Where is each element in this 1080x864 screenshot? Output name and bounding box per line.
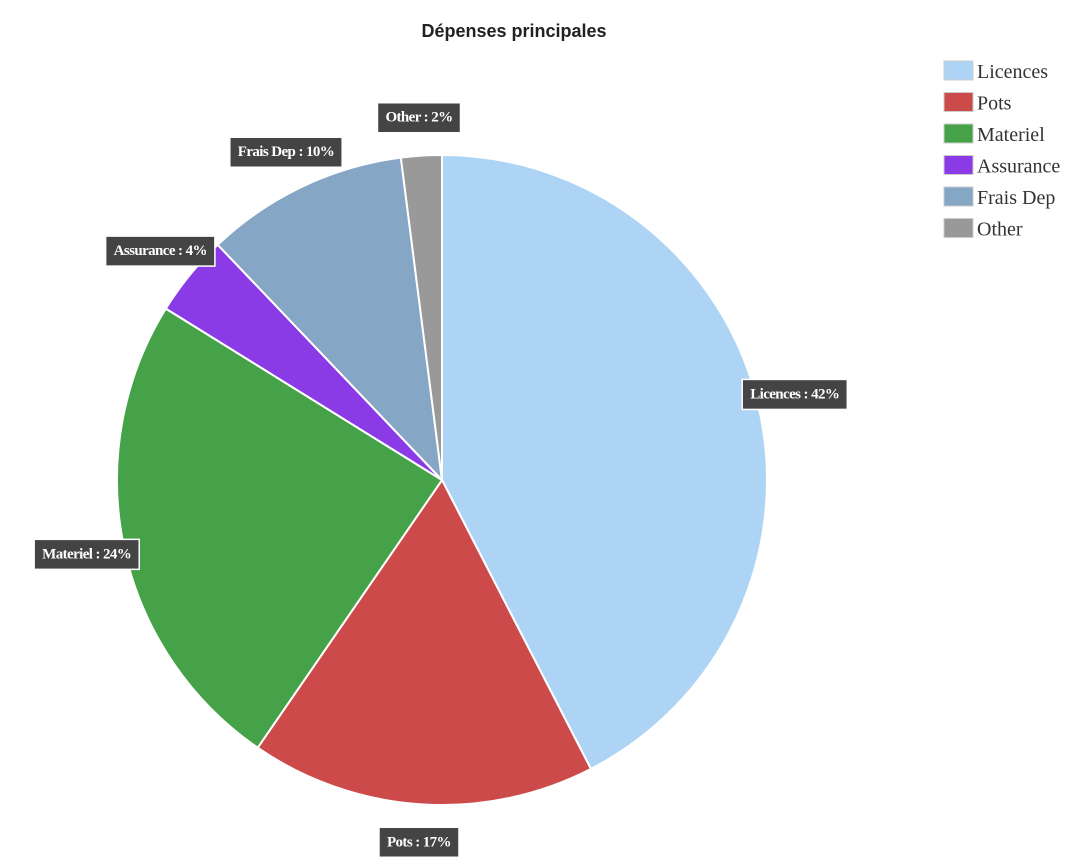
- legend-swatch: [943, 60, 974, 81]
- pie-label-text: Assurance : 4%: [114, 243, 207, 259]
- legend-item-pots[interactable]: Pots: [943, 92, 1012, 115]
- chart-title: Dépenses principales: [421, 21, 606, 41]
- pie-label-materiel: Materiel : 24%: [33, 538, 140, 571]
- pie-label-other: Other : 2%: [376, 101, 462, 134]
- pie-slice-pots[interactable]: [256, 478, 593, 806]
- pie-label-box: [378, 826, 460, 859]
- pie-label-text: Licences : 42%: [750, 386, 839, 402]
- legend-swatch: [943, 92, 974, 112]
- legend-label: Materiel: [977, 124, 1045, 146]
- pie-slice-other[interactable]: [399, 153, 443, 481]
- legend-label: Assurance: [977, 156, 1060, 178]
- legend-item-assurance[interactable]: Assurance: [943, 155, 1060, 178]
- legend-label: Pots: [977, 93, 1012, 115]
- legend-swatch: [943, 186, 974, 207]
- legend: Licences Pots Materiel Assurance Frais Dep Ot…: [943, 60, 1060, 241]
- legend-label: Frais Dep: [977, 187, 1055, 209]
- pie-label-assurance: Assurance : 4%: [104, 235, 216, 267]
- legend-item-materiel[interactable]: Materiel: [943, 123, 1045, 146]
- legend-item-licences[interactable]: Licences: [943, 60, 1048, 83]
- legend-label: Licences: [977, 61, 1048, 83]
- pie-label-text: Pots : 17%: [387, 834, 451, 850]
- pie-label-frais-dep: Frais Dep : 10%: [229, 136, 343, 168]
- pie-label-text: Frais Dep : 10%: [238, 144, 334, 160]
- pie-label-box: [376, 101, 462, 134]
- legend-swatch: [943, 155, 974, 175]
- pie-label-box: [33, 538, 140, 571]
- legend-label: Other: [977, 219, 1023, 241]
- legend-swatch: [943, 123, 974, 144]
- pie-label-box: [741, 378, 849, 411]
- pie-label-box: [229, 136, 343, 168]
- pie-label-pots: Pots : 17%: [378, 826, 460, 859]
- pie-label-text: Other : 2%: [385, 110, 452, 126]
- legend-item-other[interactable]: Other: [943, 218, 1023, 241]
- legend-swatch: [943, 218, 974, 238]
- pie-labels: Licences : 42% Pots : 17% Materiel : 24% As…: [33, 101, 849, 859]
- pie-label-licences: Licences : 42%: [741, 378, 849, 411]
- pie-label-text: Materiel : 24%: [42, 546, 131, 562]
- pie-label-box: [104, 235, 216, 267]
- pie-slices: [116, 153, 768, 806]
- pie-slice-frais-dep[interactable]: [216, 156, 444, 483]
- legend-item-frais-dep[interactable]: Frais Dep: [943, 186, 1055, 209]
